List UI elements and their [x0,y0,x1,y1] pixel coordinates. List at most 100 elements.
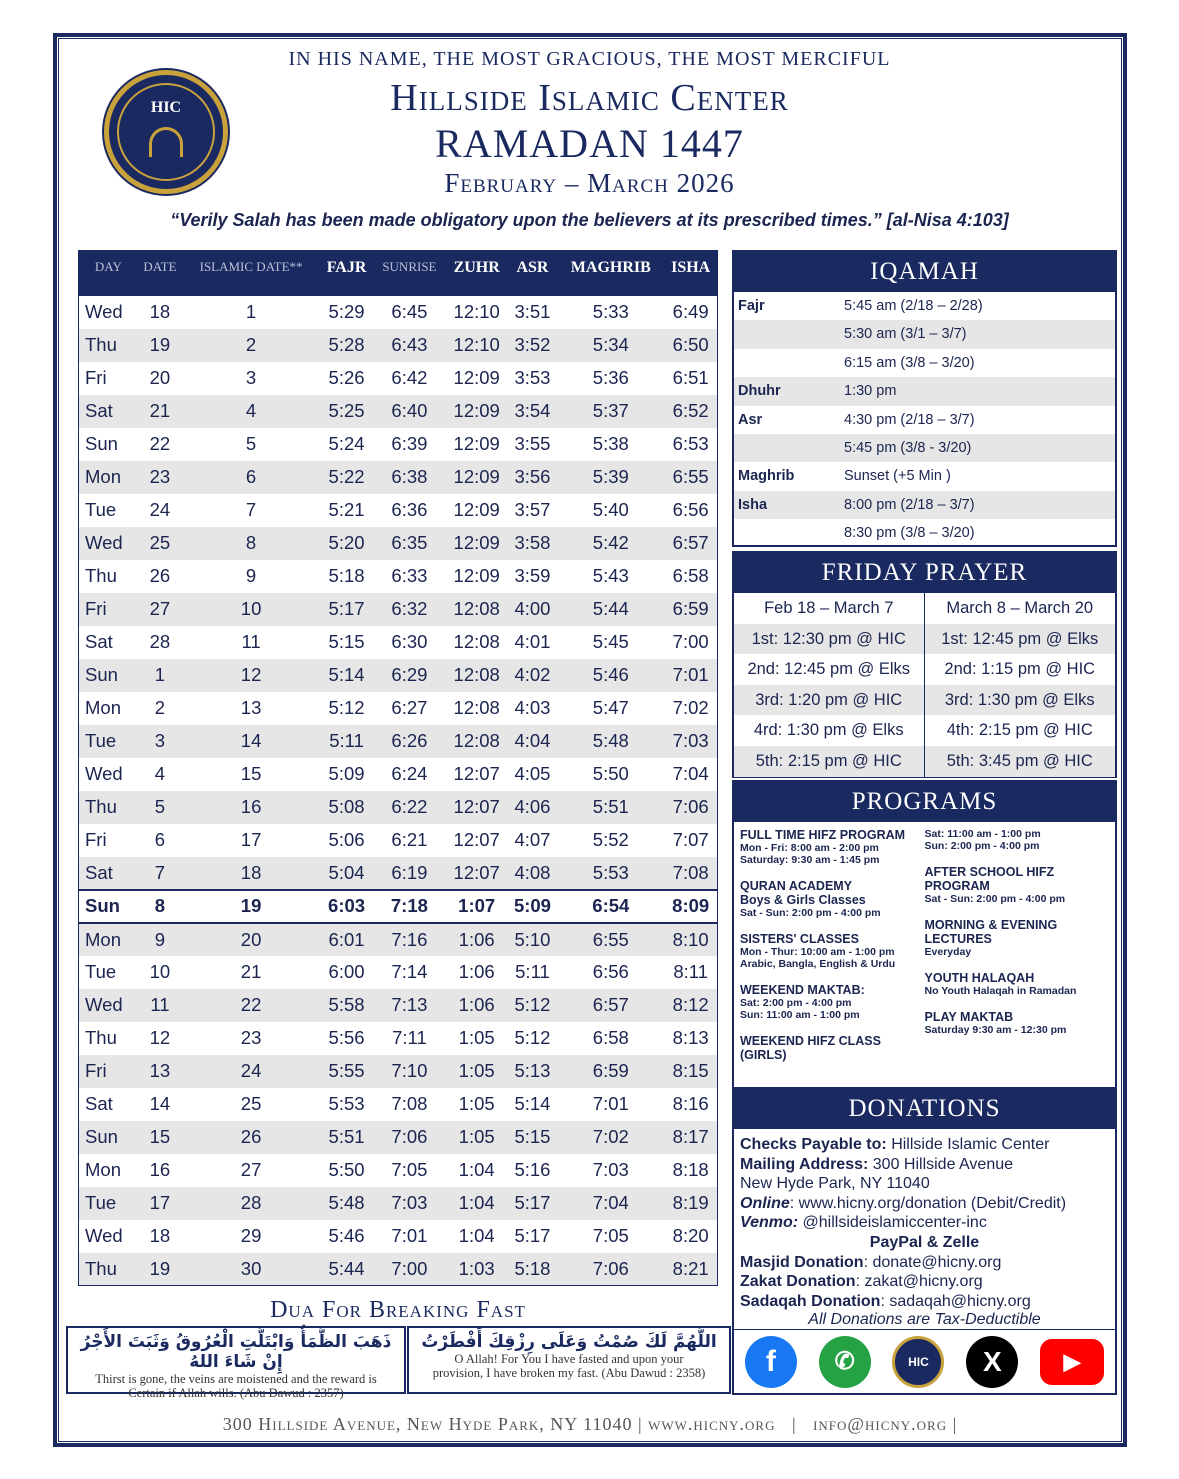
facebook-icon[interactable]: f [744,1335,797,1388]
table-cell: 5:51 [319,1120,374,1154]
table-cell: 30 [182,1252,320,1286]
table-cell: 6:50 [664,328,718,362]
table-row: Wed 18 29 5:46 7:01 1:04 5:17 7:05 8:20 [79,1220,718,1253]
table-cell: 5:39 [557,460,665,494]
table-cell: 1:06 [445,988,508,1022]
table-cell: 6:59 [557,1054,665,1088]
iqamah-row: 5:30 am (3/1 – 3/7) [734,320,1115,349]
table-cell: 5:47 [592,697,629,718]
mailing-line-2: New Hyde Park, NY 11040 [740,1175,930,1193]
table-cell: 6:22 [373,790,446,824]
iqamah-row: Isha 8:00 pm (2/18 – 3/7) [734,490,1115,520]
friday-khutbah: 2nd: 1:15 pm @ HIC [944,660,1096,679]
table-cell: 5:50 [328,1159,365,1180]
table-cell: 20 [182,922,320,956]
program-title: AFTER SCHOOL HIFZ PROGRAM [924,865,1055,893]
table-cell: 8:21 [664,1252,718,1286]
table-cell: 29 [240,1225,262,1246]
table-cell: Thu [78,790,138,824]
table-cell: Thu [78,1252,138,1286]
whatsapp-icon[interactable]: ✆ [818,1335,871,1388]
program-schedule: Mon - Thur: 10:00 am - 1:00 pm [740,946,895,958]
iqamah-row: 8:30 pm (3/8 – 3/20) [734,519,1115,547]
prayer-schedule-table: DAY DATE ISLAMIC DATE** FAJR SUNRISE ZUHR ASR M… [78,250,718,1286]
table-cell: 5:37 [557,394,665,428]
table-cell: 6:55 [557,922,665,956]
table-cell: 7:18 [373,888,446,924]
table-cell: Wed [78,526,138,560]
table-cell: 4:07 [514,829,551,850]
table-cell: 12:07 [453,763,500,784]
friday-prayer-section: FRIDAY PRAYER Feb 18 – March 7 March 8 – … [732,551,1117,778]
table-cell: 1:05 [458,1027,495,1048]
table-row: Wed 18 1 5:29 6:45 12:10 3:51 5:33 6:49 [79,296,718,329]
sadaqah-donation: Sadaqah Donation: sadaqah@hicny.org [740,1292,1031,1310]
table-cell: 12:07 [453,829,500,850]
table-cell: 5:46 [328,1225,365,1246]
table-cell: 7 [137,856,183,890]
table-cell: 6:24 [391,763,428,784]
table-cell: 12:09 [453,565,500,586]
table-cell: 5:08 [319,790,374,824]
hic-logo-small[interactable]: HIC [892,1335,945,1388]
page-border [53,33,1127,1447]
table-cell: 7:01 [592,1093,629,1114]
table-cell: Sat [78,856,138,890]
friday-period: March 8 – March 20 [946,599,1094,617]
friday-khutbah: 1st: 12:45 pm @ Elks [924,623,1115,655]
table-cell: 4:00 [507,592,558,626]
mailing-line: Mailing Address: 300 Hillside Avenue [740,1155,1014,1173]
table-cell: 18 [149,1225,171,1246]
table-row: Sun 1 12 5:14 6:29 12:08 4:02 5:46 7:01 [78,658,718,692]
table-cell: 12:08 [453,697,500,718]
table-cell: 4:02 [507,658,558,692]
table-cell: 3:51 [514,301,551,322]
table-row: Sun 8 19 6:03 7:18 1:07 5:09 6:54 8:09 [78,888,718,924]
table-cell: 8:09 [664,888,718,924]
table-cell: 6:49 [672,301,709,322]
table-cell: 6:33 [391,565,428,586]
table-cell: Wed [85,301,123,322]
table-cell: 19 [182,888,320,924]
friday-khutbah: 5th: 2:15 pm @ HIC [734,745,925,777]
table-cell: 5:20 [319,526,374,560]
table-cell: 5:15 [328,631,365,652]
table-row: Thu 5 16 5:08 6:22 12:07 4:06 5:51 7:06 [78,790,718,824]
table-cell: 6:27 [391,697,428,718]
table-cell: 22 [182,988,320,1022]
table-cell: 6:35 [373,526,446,560]
table-cell: 10 [149,961,171,982]
table-cell: 6:59 [664,592,718,626]
table-cell: Fri [78,1054,138,1088]
table-cell: 13 [137,1054,183,1088]
friday-khutbah: 1st: 12:30 pm @ HIC [734,623,925,655]
table-cell: 26 [182,1120,320,1154]
table-cell: Mon [78,460,138,494]
table-cell: 5:56 [328,1027,365,1048]
table-row: Sat 21 4 5:25 6:40 12:09 3:54 5:37 6:52 [78,394,718,428]
table-cell: 6 [182,460,320,494]
table-cell: 7:03 [373,1186,446,1220]
online-line[interactable]: Online: www.hicny.org/donation (Debit/Cr… [740,1194,1067,1212]
program-item: WEEKEND MAKTAB: Sat: 2:00 pm - 4:00 pm Sun… [740,983,925,1021]
table-cell: 5:53 [328,1093,365,1114]
x-icon[interactable]: X [966,1335,1019,1388]
table-cell: 6:58 [592,1027,629,1048]
table-cell: 3:59 [514,565,551,586]
iqamah-time: 8:30 pm (3/8 – 3/20) [844,525,975,542]
program-item: Sat: 11:00 am - 1:00 pm Sun: 2:00 pm - 4:… [925,828,1111,852]
table-cell: 8:10 [664,922,718,956]
table-cell: 5:33 [592,301,629,322]
table-cell: 4 [182,394,320,428]
youtube-icon[interactable]: ▶ [1040,1338,1105,1385]
table-cell: 25 [137,526,183,560]
table-cell: 8:17 [664,1120,718,1154]
table-cell: Fri [78,592,138,626]
table-cell: 6:56 [592,961,629,982]
table-cell: 6:29 [373,658,446,692]
table-cell: 2 [154,697,166,718]
program-title: SISTERS' CLASSES [740,932,859,946]
table-cell: 5:11 [319,724,374,758]
table-cell: 6:51 [672,367,709,388]
friday-khutbah: 2nd: 12:45 pm @ Elks [734,654,925,685]
